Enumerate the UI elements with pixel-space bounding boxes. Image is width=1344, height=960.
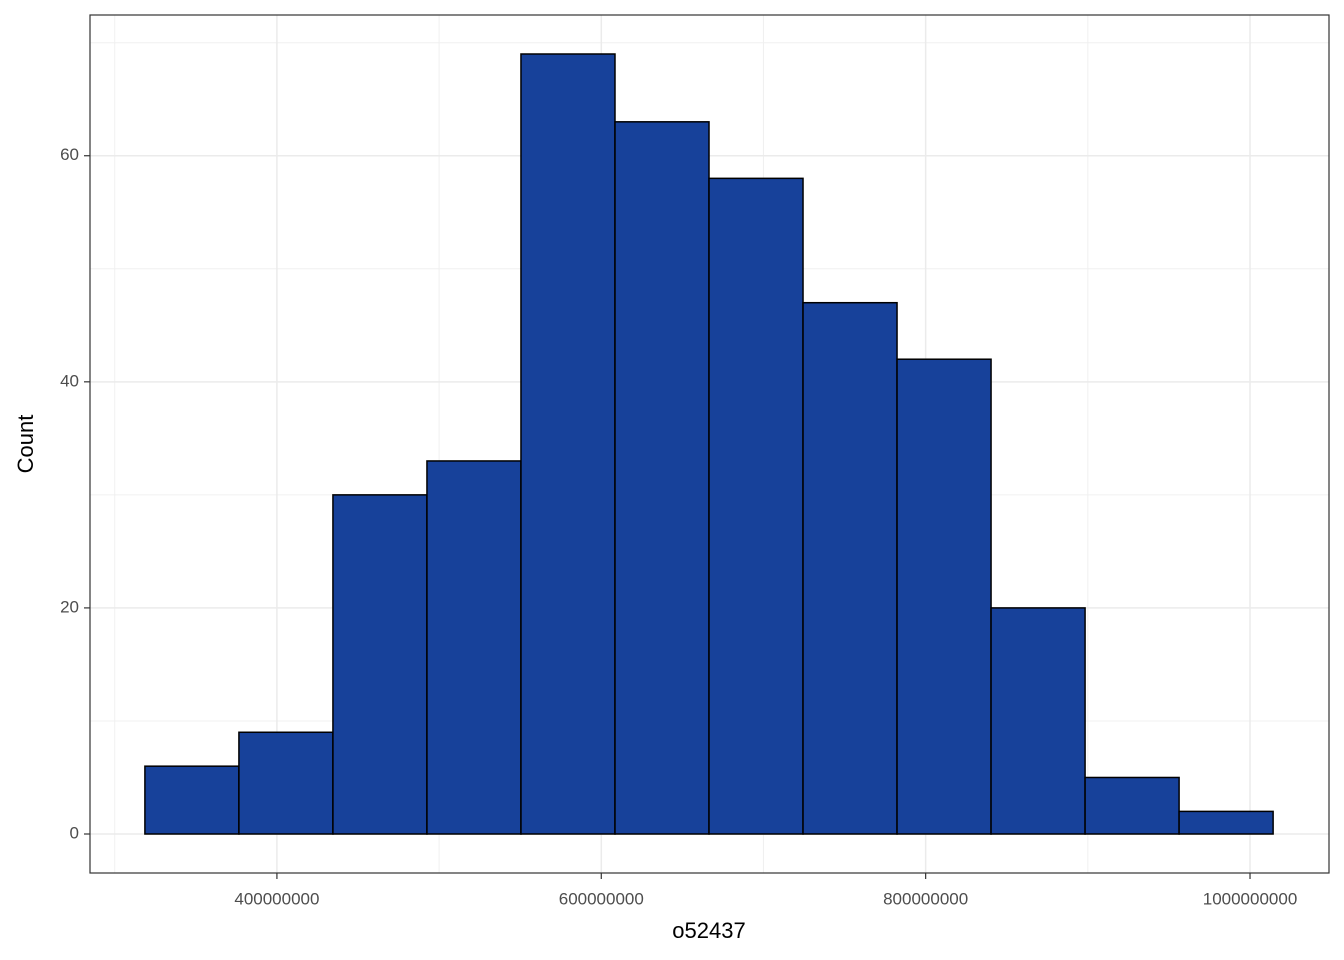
bars [144, 53, 1274, 835]
x-tick-label: 400000000 [234, 889, 319, 908]
bar [990, 607, 1086, 835]
bar [238, 731, 334, 835]
bar [802, 301, 898, 835]
bar [144, 765, 240, 835]
panel-border [89, 14, 1330, 874]
axes: 400000000 600000000 800000000 1000000000 0 20… [60, 145, 1297, 908]
bar [332, 494, 428, 835]
bar [896, 358, 992, 835]
y-tick-label: 0 [70, 823, 79, 842]
bar [520, 53, 616, 835]
y-tick-label: 60 [60, 145, 79, 164]
bar [614, 121, 710, 835]
x-tick-label: 600000000 [559, 889, 644, 908]
x-tick-label: 1000000000 [1203, 889, 1298, 908]
x-axis-title: o52437 [672, 918, 745, 943]
bar [1084, 776, 1180, 835]
x-tick-label: 800000000 [883, 889, 968, 908]
bar [426, 460, 522, 835]
y-tick-label: 20 [60, 597, 79, 616]
bar [1178, 810, 1274, 835]
bar [708, 177, 804, 835]
y-tick-label: 40 [60, 371, 79, 390]
y-axis-title: Count [13, 415, 38, 474]
